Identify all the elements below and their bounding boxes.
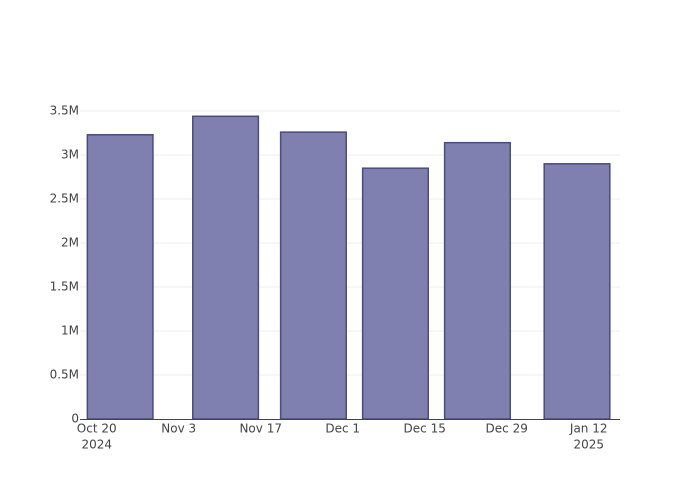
y-tick-label: 3M [61, 148, 79, 162]
y-tick-label: 0.5M [50, 368, 79, 382]
x-tick-label: Dec 15 [404, 422, 446, 436]
x-tick-year: 2025 [573, 438, 604, 452]
x-tick-label: Nov 3 [161, 422, 196, 436]
x-tick-label: Jan 12 [569, 422, 608, 436]
x-tick-label: Oct 20 [77, 422, 117, 436]
y-tick-label: 2.5M [50, 192, 79, 206]
y-tick-label: 1M [61, 324, 79, 338]
x-tick-label: Dec 1 [325, 422, 360, 436]
x-tick-label: Dec 29 [486, 422, 528, 436]
y-tick-label: 0 [71, 412, 79, 426]
bar [543, 163, 611, 420]
y-tick-label: 2M [61, 236, 79, 250]
bar [443, 141, 511, 420]
x-tick-year: 2024 [81, 438, 112, 452]
x-tick-label: Nov 17 [239, 422, 282, 436]
y-tick-label: 3.5M [50, 104, 79, 118]
bar [86, 134, 154, 420]
bar [192, 115, 260, 420]
bar [361, 167, 429, 420]
bar [279, 131, 347, 420]
y-tick-label: 1.5M [50, 280, 79, 294]
